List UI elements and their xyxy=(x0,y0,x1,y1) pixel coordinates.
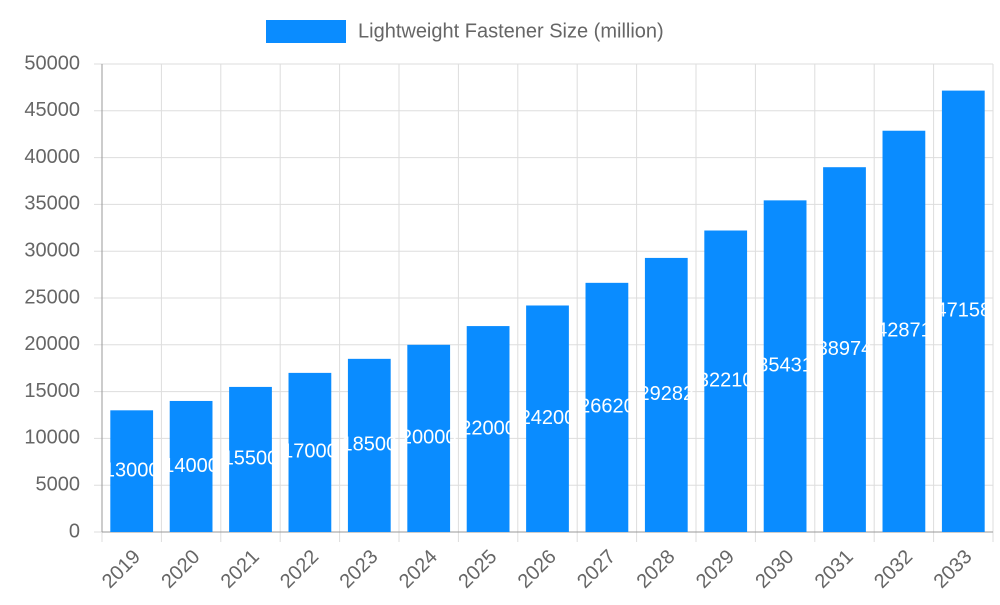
y-tick-label: 0 xyxy=(69,520,80,542)
data-label: 29282 xyxy=(638,383,694,405)
data-label: 15500 xyxy=(223,448,279,470)
x-tick-label: 2033 xyxy=(930,546,977,593)
data-label: 42871 xyxy=(876,320,932,342)
data-label: 14000 xyxy=(163,455,219,477)
bar xyxy=(585,282,629,532)
x-tick-label: 2027 xyxy=(573,546,620,593)
data-label: 38974 xyxy=(817,338,873,360)
x-tick-label: 2020 xyxy=(157,546,204,593)
data-label: 20000 xyxy=(401,427,457,449)
x-tick-label: 2028 xyxy=(633,546,680,593)
y-tick-label: 40000 xyxy=(24,146,80,168)
x-tick-label: 2021 xyxy=(217,546,264,593)
legend-label: Lightweight Fastener Size (million) xyxy=(358,20,664,42)
bar xyxy=(407,344,451,532)
y-tick-label: 5000 xyxy=(36,473,81,495)
y-tick-label: 35000 xyxy=(24,193,80,215)
y-tick-label: 15000 xyxy=(24,380,80,402)
bar xyxy=(823,167,866,532)
bar xyxy=(704,230,748,532)
data-label: 13000 xyxy=(104,459,160,481)
bar xyxy=(229,386,272,532)
bar xyxy=(288,372,332,532)
x-tick-label: 2023 xyxy=(336,546,383,593)
data-label: 18500 xyxy=(341,434,397,456)
x-tick-label: 2024 xyxy=(395,546,442,593)
x-tick-label: 2019 xyxy=(98,546,145,593)
data-label: 35431 xyxy=(757,354,813,376)
bar xyxy=(941,90,985,532)
data-label: 26620 xyxy=(579,396,635,418)
bar xyxy=(763,200,807,532)
bar xyxy=(466,326,510,532)
data-label: 17000 xyxy=(282,441,338,463)
y-tick-label: 25000 xyxy=(24,286,80,308)
x-tick-label: 2025 xyxy=(454,546,501,593)
y-tick-label: 20000 xyxy=(24,333,80,355)
x-tick-label: 2031 xyxy=(811,546,858,593)
x-tick-label: 2022 xyxy=(276,546,323,593)
legend-swatch xyxy=(266,20,346,43)
data-label: 32210 xyxy=(698,370,754,392)
x-tick-label: 2026 xyxy=(514,546,561,593)
data-label: 47158 xyxy=(935,300,991,322)
data-label: 22000 xyxy=(460,417,516,439)
y-tick-label: 30000 xyxy=(24,239,80,261)
x-tick-label: 2030 xyxy=(751,546,798,593)
bar xyxy=(110,410,154,532)
x-tick-label: 2032 xyxy=(870,546,917,593)
bar xyxy=(169,400,213,532)
x-tick-label: 2029 xyxy=(692,546,739,593)
y-tick-label: 10000 xyxy=(24,427,80,449)
bar xyxy=(347,358,391,532)
y-tick-label: 45000 xyxy=(24,99,80,121)
data-label: 24200 xyxy=(520,407,576,429)
bar xyxy=(882,130,926,532)
bar xyxy=(526,305,569,532)
bar xyxy=(644,257,688,532)
y-tick-label: 50000 xyxy=(24,52,80,74)
